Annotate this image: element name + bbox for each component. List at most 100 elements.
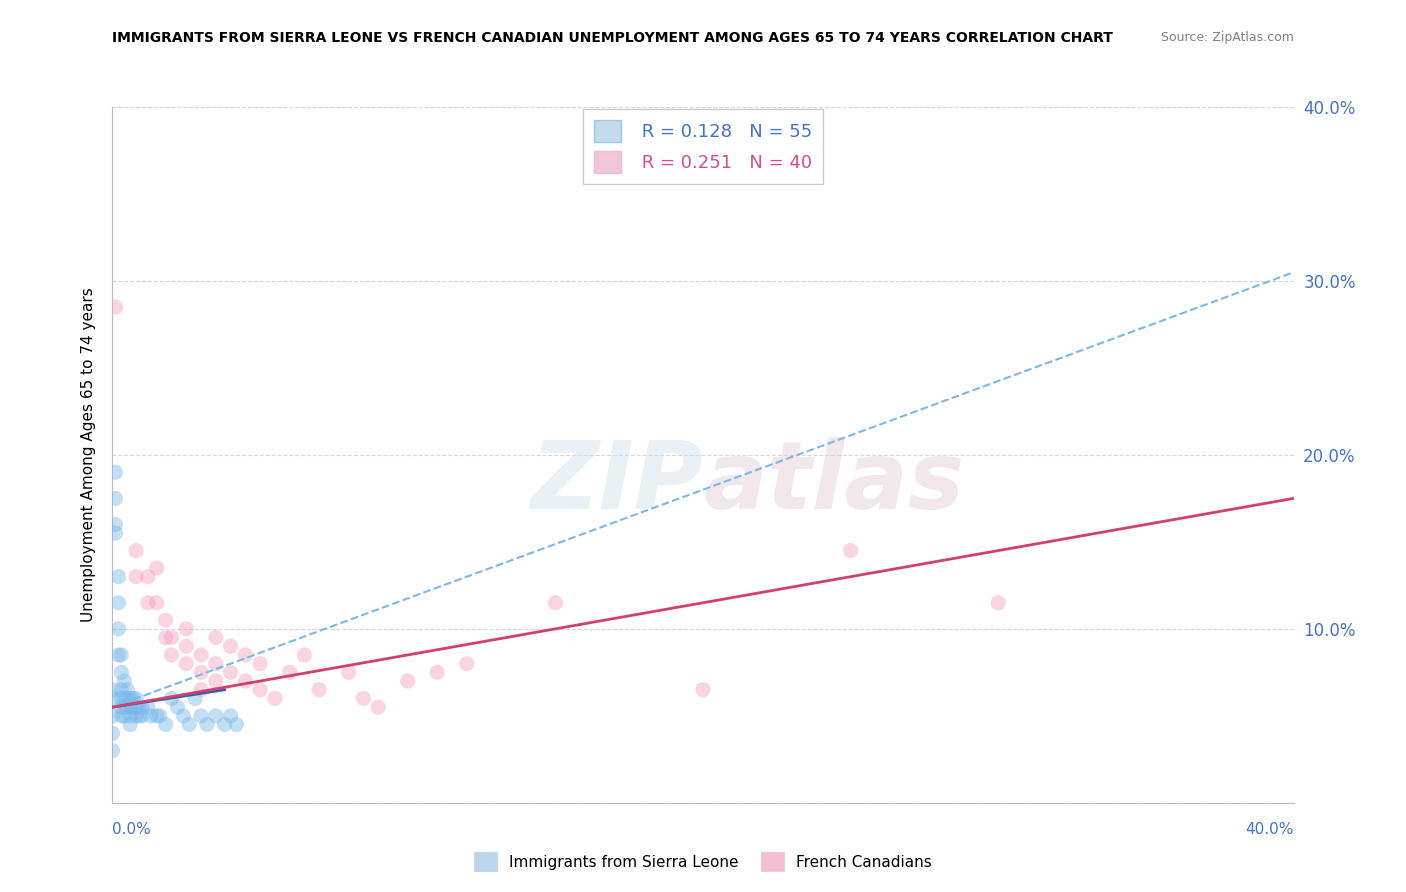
Point [122,700,145,714]
Point [120,691,142,706]
Text: Source: ZipAtlas.com: Source: ZipAtlas.com [1160,31,1294,45]
Text: 0.0%: 0.0% [112,822,152,837]
Point [117,700,138,714]
Point [278,665,301,680]
Text: atlas: atlas [703,437,965,529]
Point [112,674,135,689]
Point [101,726,124,740]
Point [122,691,145,706]
Point [190,682,212,697]
Point [249,657,271,671]
Point [131,708,153,723]
Point [110,682,132,697]
Point [155,613,177,627]
Point [101,682,124,697]
Point [367,700,389,714]
Text: ZIP: ZIP [530,437,703,529]
Point [292,648,315,662]
Point [101,708,124,723]
Point [225,717,247,731]
Point [426,665,449,680]
Point [125,691,148,706]
Point [174,622,197,636]
Point [125,570,148,584]
Point [233,674,256,689]
Point [110,700,132,714]
Point [107,596,129,610]
Text: 40.0%: 40.0% [1246,822,1294,837]
Point [120,708,142,723]
Point [456,657,478,671]
Point [172,708,194,723]
Point [155,631,177,645]
Point [219,665,242,680]
Point [136,596,159,610]
Point [110,691,132,706]
Point [179,717,201,731]
Point [104,466,127,480]
Point [249,682,271,697]
Point [136,700,159,714]
Point [155,717,177,731]
Point [839,543,862,558]
Point [190,708,212,723]
Point [166,700,188,714]
Point [352,691,374,706]
Point [233,648,256,662]
Point [117,691,138,706]
Point [120,700,142,714]
Point [160,631,183,645]
Point [112,708,135,723]
Point [110,708,132,723]
Point [110,648,132,662]
Point [131,700,153,714]
Text: IMMIGRANTS FROM SIERRA LEONE VS FRENCH CANADIAN UNEMPLOYMENT AMONG AGES 65 TO 74: IMMIGRANTS FROM SIERRA LEONE VS FRENCH C… [112,31,1114,45]
Point [112,691,135,706]
Point [104,300,127,314]
Point [112,700,135,714]
Point [104,526,127,541]
Point [396,674,419,689]
Point [264,691,287,706]
Point [107,570,129,584]
Point [219,639,242,653]
Point [125,708,148,723]
Point [104,491,127,506]
Point [146,561,169,575]
Point [146,596,169,610]
Point [101,744,124,758]
Point [544,596,567,610]
Point [214,717,236,731]
Y-axis label: Unemployment Among Ages 65 to 74 years: Unemployment Among Ages 65 to 74 years [80,287,96,623]
Point [125,543,148,558]
Point [219,708,242,723]
Point [146,708,169,723]
Point [190,648,212,662]
Point [190,665,212,680]
Point [125,700,148,714]
Point [128,708,150,723]
Point [174,657,197,671]
Point [195,717,218,731]
Point [205,657,228,671]
Point [160,648,183,662]
Point [149,708,172,723]
Point [104,517,127,532]
Point [107,622,129,636]
Point [184,691,207,706]
Point [205,708,228,723]
Point [107,648,129,662]
Point [174,639,197,653]
Point [205,631,228,645]
Point [136,570,159,584]
Legend:  R = 0.128   N = 55,  R = 0.251   N = 40: R = 0.128 N = 55, R = 0.251 N = 40 [583,109,823,184]
Point [128,700,150,714]
Point [692,682,714,697]
Point [101,691,124,706]
Point [987,596,1010,610]
Point [117,682,138,697]
Point [110,665,132,680]
Point [337,665,360,680]
Point [139,708,162,723]
Point [308,682,330,697]
